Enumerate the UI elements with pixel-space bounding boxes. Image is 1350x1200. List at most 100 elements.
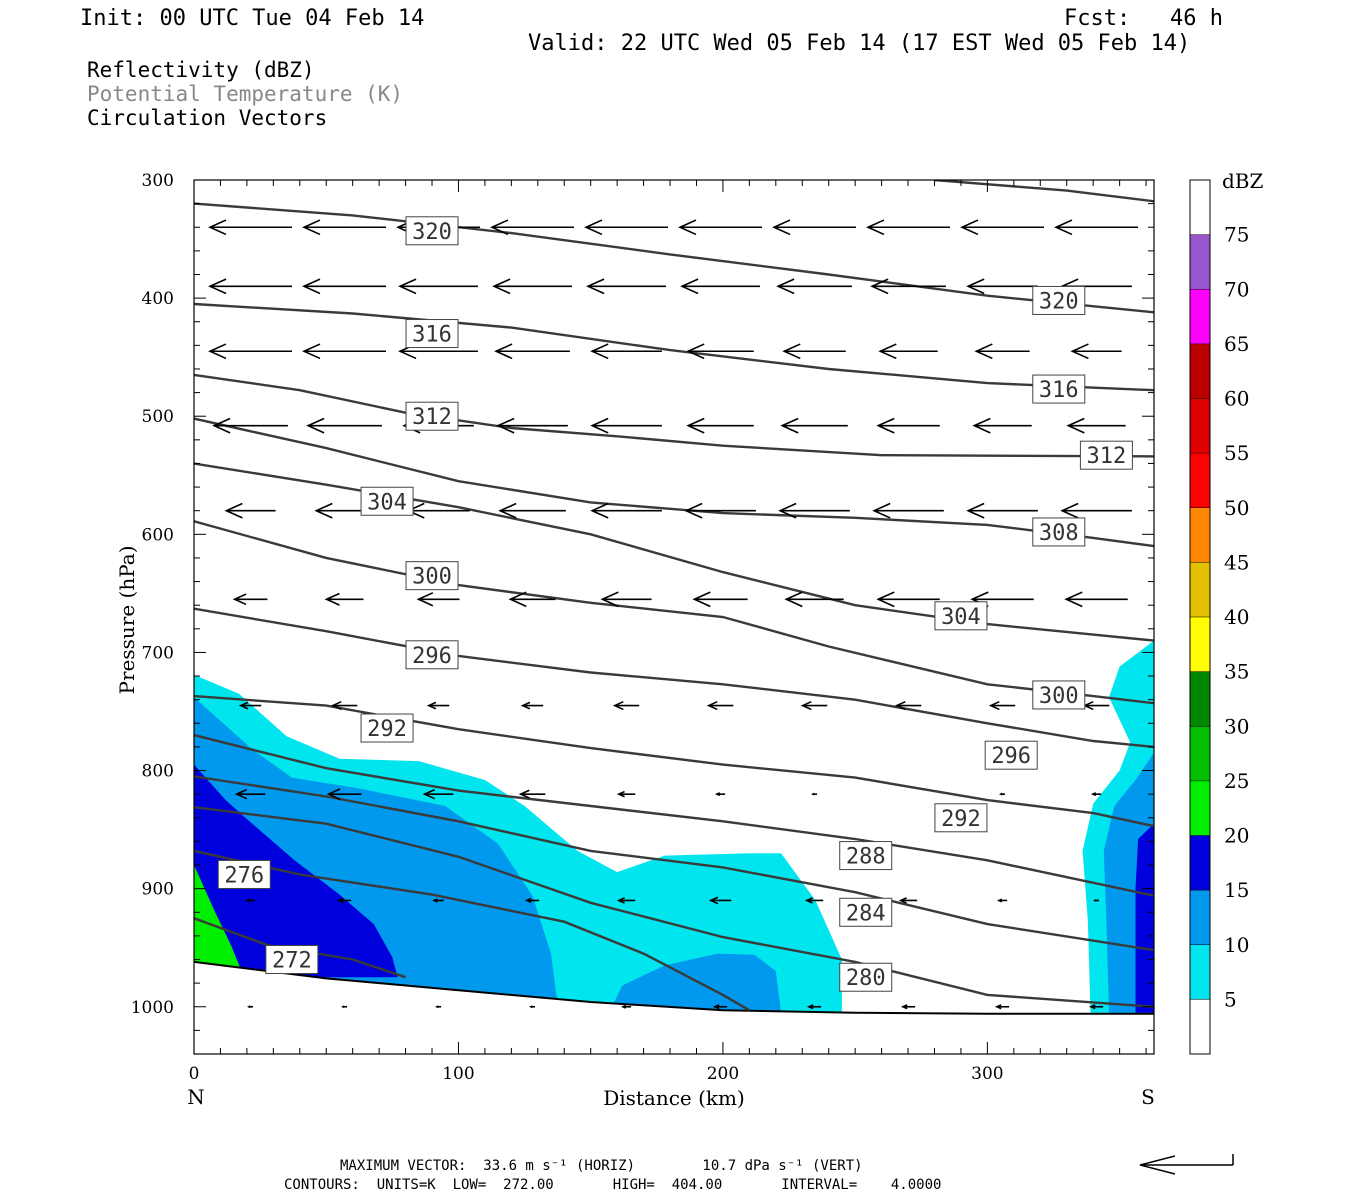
wind-vector-head (590, 417, 609, 434)
colorbar-label: 35 (1224, 660, 1249, 684)
wind-vector (876, 417, 940, 434)
colorbar-segment (1190, 234, 1210, 290)
y-tick-label: 300 (142, 171, 174, 191)
y-tick-label: 800 (142, 762, 174, 782)
y-tick-label: 900 (142, 880, 174, 900)
colorbar-segment (1190, 780, 1210, 836)
wind-vector-head (238, 701, 249, 710)
wind-vector-head (876, 591, 895, 608)
y-tick-label: 1000 (131, 998, 174, 1018)
contour-label-box (217, 859, 271, 889)
wind-vector (900, 1004, 916, 1010)
wind-vector-head (994, 1004, 1002, 1010)
contour-info-note: CONTOURS: UNITS=K LOW= 272.00 HIGH= 404.… (284, 1177, 942, 1193)
colorbar-label: 40 (1224, 605, 1249, 629)
contour-label-312: 312 (1079, 440, 1133, 470)
wind-vector (684, 502, 756, 519)
wind-vector (1064, 591, 1128, 608)
wind-vector (422, 788, 454, 800)
wind-vector-head (708, 896, 719, 905)
north-end-label: N (187, 1085, 205, 1109)
theta-contour-276 (194, 849, 751, 1012)
wind-vector (878, 343, 938, 360)
wind-vector (435, 1005, 442, 1009)
wind-vector (584, 219, 668, 236)
wind-vector (326, 788, 362, 801)
wind-vector (416, 592, 460, 607)
ground-line (194, 960, 1154, 1015)
wind-vector-head (492, 278, 511, 295)
wind-vector-head (212, 417, 231, 434)
wind-vector-head (780, 417, 799, 434)
wind-vector-head (782, 343, 801, 360)
plot-frame (193, 179, 1155, 1055)
wind-vector-head (620, 1004, 627, 1009)
contour-label-box (360, 713, 414, 743)
colorbar-label: 20 (1224, 824, 1249, 848)
theta-contour-300 (194, 520, 1154, 705)
wind-vector-head (435, 1005, 439, 1009)
theta-contour-324 (934, 180, 1154, 203)
wind-vector-head (302, 343, 321, 360)
wind-vector (524, 897, 540, 904)
wind-vector-head (1054, 219, 1073, 236)
wind-vector (406, 502, 470, 519)
contour-label-text: 316 (412, 323, 452, 348)
wind-vector-head (616, 897, 625, 904)
wind-vector-head (247, 1005, 251, 1009)
contour-label-box (839, 841, 893, 871)
wind-vector-head (714, 792, 721, 797)
contour-label-text: 296 (412, 644, 452, 669)
wind-vector-head (234, 788, 248, 800)
wind-vector (1093, 899, 1100, 902)
wind-vector (208, 278, 292, 295)
colorbar-segment (1190, 835, 1210, 891)
contour-label-276: 276 (217, 859, 271, 889)
wind-vector-head (496, 417, 515, 434)
wind-vector-head (600, 591, 619, 608)
wind-vector (244, 898, 256, 903)
colorbar-segment (1190, 671, 1210, 727)
wind-vector-head (416, 592, 434, 607)
contour-label-text: 280 (846, 966, 886, 991)
contour-label-text: 296 (991, 744, 1031, 769)
colorbar-label: 15 (1224, 878, 1249, 902)
contour-label-text: 320 (1039, 289, 1079, 314)
contour-label-300: 300 (1032, 680, 1086, 710)
wind-vector-head (866, 219, 885, 236)
reflectivity-region-10dbz-3 (611, 953, 782, 1013)
wind-vector-head (422, 788, 436, 800)
wind-vector (866, 219, 950, 236)
wind-vector-head (804, 897, 813, 904)
wind-vector-head (776, 278, 795, 295)
contour-label-box (984, 740, 1038, 770)
wind-vector (520, 701, 544, 710)
contour-label-text: 304 (367, 490, 407, 515)
wind-vector-head (208, 219, 227, 236)
max-vector-note: MAXIMUM VECTOR: 33.6 m s⁻¹ (HORIZ) 10.7 … (340, 1158, 863, 1174)
wind-vector-head (960, 219, 979, 236)
colorbar-label: 70 (1224, 277, 1249, 301)
theta-contour-292 (194, 694, 1154, 828)
contour-label-text: 292 (367, 717, 407, 742)
x-tick-label: 100 (442, 1064, 474, 1084)
wind-vector-head (302, 278, 321, 295)
wind-vector (586, 278, 666, 295)
wind-vector (692, 591, 748, 608)
colorbar-segment (1190, 180, 1210, 235)
wind-vector-head (1093, 899, 1097, 902)
plot-border (193, 179, 1155, 1055)
wind-vector-head (326, 788, 341, 801)
south-end-label: S (1141, 1085, 1155, 1109)
wind-vector-head (302, 219, 321, 236)
contour-label-box (405, 401, 459, 431)
wind-vector (616, 790, 636, 798)
colorbar-label: 75 (1224, 223, 1249, 247)
colorbar-segment (1190, 343, 1210, 399)
contour-label-text: 276 (224, 863, 264, 888)
wind-vector (872, 502, 944, 519)
wind-vector-head (1090, 792, 1097, 797)
contour-label-312: 312 (405, 401, 459, 431)
wind-vector-head (712, 1004, 720, 1010)
contour-label-box (405, 640, 459, 670)
